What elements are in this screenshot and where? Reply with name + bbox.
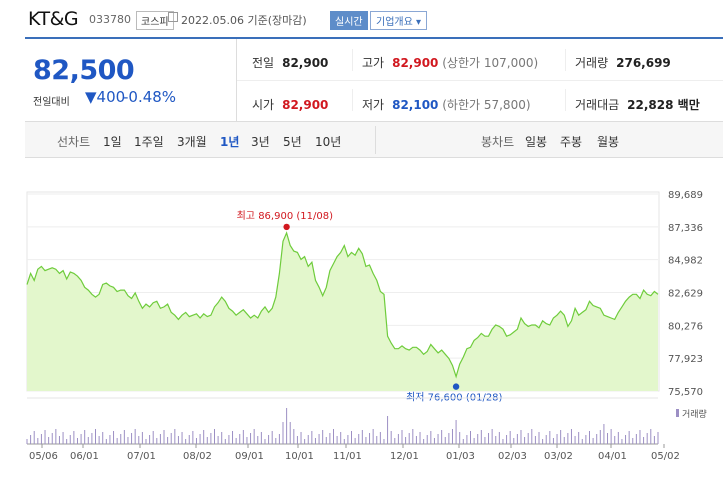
stat-open: 시가 82,900 — [252, 96, 328, 113]
stat-high: 고가 82,900 (상한가 107,000) — [362, 54, 538, 71]
price-area — [27, 232, 658, 391]
x-tick-label: 12/01 — [390, 451, 419, 462]
period-bar: 선차트 1일 1주일 3개월 1년 3년 5년 10년 봉차트 일봉 주봉 월봉 — [25, 122, 723, 158]
prev-label: 전일 — [252, 56, 275, 70]
current-price: 82,500 — [33, 55, 135, 86]
candle-daily[interactable]: 일봉 — [525, 135, 548, 149]
period-5y[interactable]: 5년 — [283, 135, 302, 149]
base-date: 2022.05.06 기준(장마감) — [181, 14, 307, 27]
x-tick-label: 10/01 — [285, 451, 314, 462]
period-1d[interactable]: 1일 — [103, 135, 122, 149]
low-label: 저가 — [362, 98, 385, 112]
x-tick-label: 03/02 — [544, 451, 573, 462]
volume-legend-swatch — [676, 409, 679, 417]
y-tick-label: 82,629 — [668, 289, 703, 300]
header: KT&G 033780 코스피 2022.05.06 기준(장마감) 실시간 기… — [0, 0, 723, 38]
volume-value: 276,699 — [616, 56, 671, 70]
period-1w[interactable]: 1주일 — [134, 135, 164, 149]
line-chart-label: 선차트 — [57, 135, 91, 149]
stats-col-divider-3 — [352, 89, 353, 111]
y-tick-label: 75,570 — [668, 387, 703, 398]
top-divider — [25, 37, 723, 39]
stats-col-divider-2 — [565, 49, 566, 71]
chevron-down-icon: ▾ — [416, 17, 422, 28]
amount-value: 22,828 백만 — [627, 98, 700, 112]
y-tick-label: 89,689 — [668, 190, 703, 201]
price-chart: 89,689 87,336 84,982 82,629 80,276 77,923 75,5… — [26, 190, 707, 462]
stat-low: 저가 82,100 (하한가 57,800) — [362, 96, 531, 113]
down-arrow-icon: ▼ — [85, 88, 97, 106]
candle-monthly[interactable]: 월봉 — [597, 135, 620, 149]
stock-code: 033780 — [89, 13, 131, 26]
x-tick-label: 06/01 — [70, 451, 99, 462]
low-marker — [452, 383, 460, 390]
x-tick-label: 07/01 — [127, 451, 156, 462]
company-overview-button[interactable]: 기업개요 ▾ — [370, 11, 428, 30]
open-label: 시가 — [252, 98, 275, 112]
stat-amount: 거래대금 22,828 백만 — [575, 96, 700, 113]
x-tick-label: 05/06 — [29, 451, 58, 462]
x-tick-label: 11/01 — [333, 451, 362, 462]
x-tick-label: 02/03 — [498, 451, 527, 462]
high-value: 82,900 — [392, 56, 439, 70]
low-value: 82,100 — [392, 98, 439, 112]
price-line — [26, 231, 659, 379]
period-divider — [375, 126, 376, 154]
y-tick-label: 80,276 — [668, 321, 703, 332]
y-axis: 89,689 87,336 84,982 82,629 80,276 77,923 75,5… — [668, 190, 703, 398]
period-10y[interactable]: 10년 — [315, 135, 342, 149]
stat-prev: 전일 82,900 — [252, 54, 328, 71]
high-label: 고가 — [362, 56, 385, 70]
y-tick-label: 84,982 — [668, 256, 703, 267]
prev-value: 82,900 — [282, 56, 329, 70]
upper-limit: (상한가 107,000) — [442, 56, 539, 70]
y-tick-label: 77,923 — [668, 354, 703, 365]
period-3y[interactable]: 3년 — [251, 135, 270, 149]
period-1y[interactable]: 1년 — [220, 135, 240, 149]
change-percent: -0.48% — [123, 88, 177, 106]
candle-chart-label: 봉차트 — [481, 135, 515, 149]
stats-bottom-divider — [25, 121, 723, 122]
high-marker — [283, 223, 290, 231]
stats-col-divider-4 — [565, 89, 566, 111]
change-label: 전일대비 — [33, 97, 70, 108]
volume-label: 거래량 — [575, 56, 609, 70]
stats-panel: 전일 82,900 고가 82,900 (상한가 107,000) 거래량 276,6… — [237, 39, 723, 121]
lower-limit: (하한가 57,800) — [442, 98, 531, 112]
stock-name: KT&G — [28, 8, 79, 30]
high-label: 최고 86,900 (11/08) — [237, 210, 333, 222]
x-tick-label: 01/03 — [446, 451, 475, 462]
period-3m[interactable]: 3개월 — [177, 135, 207, 149]
x-tick-label: 09/01 — [235, 451, 264, 462]
x-tick-label: 08/02 — [183, 451, 212, 462]
company-overview-label: 기업개요 — [376, 17, 413, 28]
x-tick-label: 04/01 — [598, 451, 627, 462]
change-value: 400 — [96, 88, 126, 106]
stat-volume: 거래량 276,699 — [575, 54, 671, 71]
volume-bars: 거래량 — [26, 397, 707, 445]
price-panel: 82,500 전일대비 ▼400 -0.48% — [25, 39, 237, 121]
amount-label: 거래대금 — [575, 98, 620, 112]
y-tick-label: 87,336 — [668, 223, 703, 234]
realtime-button[interactable]: 실시간 — [330, 11, 368, 30]
x-tick-label: 05/02 — [651, 451, 680, 462]
x-axis: 05/06 06/01 07/01 08/02 09/01 10/01 11/01 12/01… — [29, 444, 680, 462]
open-value: 82,900 — [282, 98, 329, 112]
calendar-icon — [168, 12, 178, 22]
volume-legend: 거래량 — [682, 408, 707, 420]
stats-col-divider-1 — [352, 49, 353, 71]
candle-weekly[interactable]: 주봉 — [560, 135, 583, 149]
price-change: ▼400 — [85, 88, 125, 106]
stats-divider — [237, 80, 723, 81]
market-badge: 코스피 — [136, 11, 174, 30]
